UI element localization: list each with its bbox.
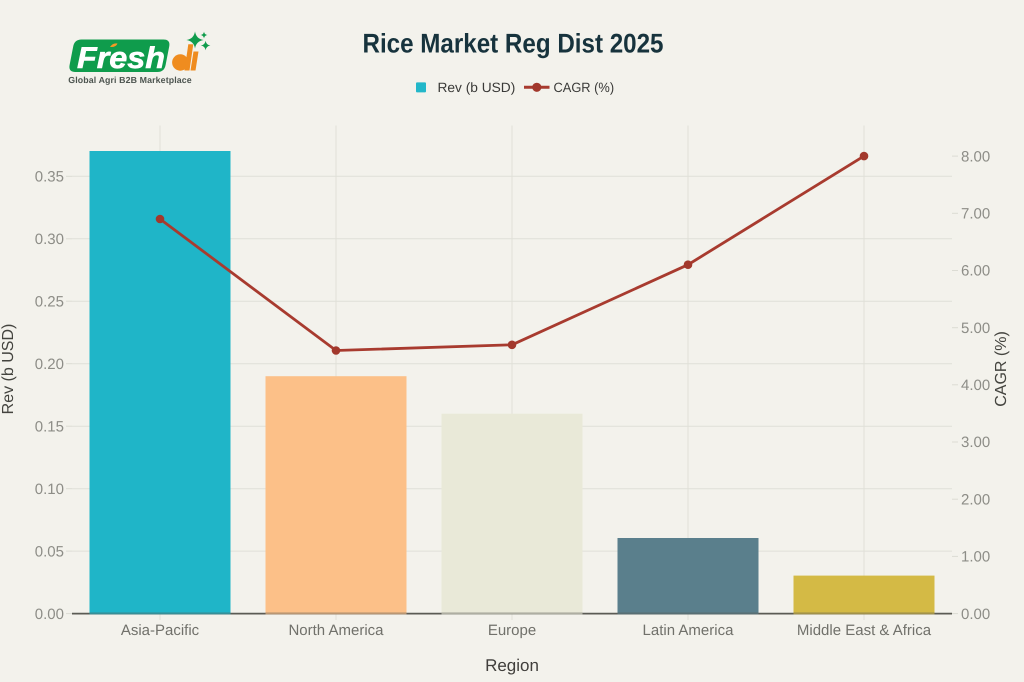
svg-text:North America: North America: [288, 622, 384, 639]
svg-text:0.25: 0.25: [35, 293, 64, 310]
svg-text:CAGR (%): CAGR (%): [554, 80, 615, 95]
svg-text:3.00: 3.00: [961, 434, 990, 451]
svg-text:0.00: 0.00: [35, 606, 64, 623]
svg-text:0.10: 0.10: [35, 481, 64, 498]
svg-text:6.00: 6.00: [961, 263, 990, 280]
svg-text:4.00: 4.00: [961, 377, 990, 394]
svg-text:0.15: 0.15: [35, 418, 64, 435]
svg-text:0.05: 0.05: [35, 543, 64, 560]
svg-text:8.00: 8.00: [961, 148, 990, 165]
svg-text:2.00: 2.00: [961, 491, 990, 508]
svg-text:1.00: 1.00: [961, 549, 990, 566]
svg-text:Fresh: Fresh: [77, 42, 165, 75]
svg-text:Rev (b USD): Rev (b USD): [0, 324, 17, 415]
svg-text:0.20: 0.20: [35, 356, 64, 373]
svg-text:Middle East & Africa: Middle East & Africa: [797, 622, 932, 639]
svg-text:0.30: 0.30: [35, 231, 64, 248]
svg-text:Europe: Europe: [488, 622, 536, 639]
svg-text:5.00: 5.00: [961, 320, 990, 337]
svg-text:Latin America: Latin America: [643, 622, 735, 639]
svg-text:Region: Region: [485, 656, 539, 675]
svg-text:0.00: 0.00: [961, 606, 990, 623]
svg-text:Rice Market Reg Dist 2025: Rice Market Reg Dist 2025: [363, 29, 664, 59]
svg-text:CAGR (%): CAGR (%): [993, 331, 1010, 407]
svg-text:Asia-Pacific: Asia-Pacific: [121, 622, 200, 639]
svg-text:Global Agri B2B Marketplace: Global Agri B2B Marketplace: [68, 75, 191, 85]
svg-text:7.00: 7.00: [961, 206, 990, 223]
svg-text:Rev (b USD): Rev (b USD): [438, 80, 516, 95]
svg-text:0.35: 0.35: [35, 169, 64, 186]
